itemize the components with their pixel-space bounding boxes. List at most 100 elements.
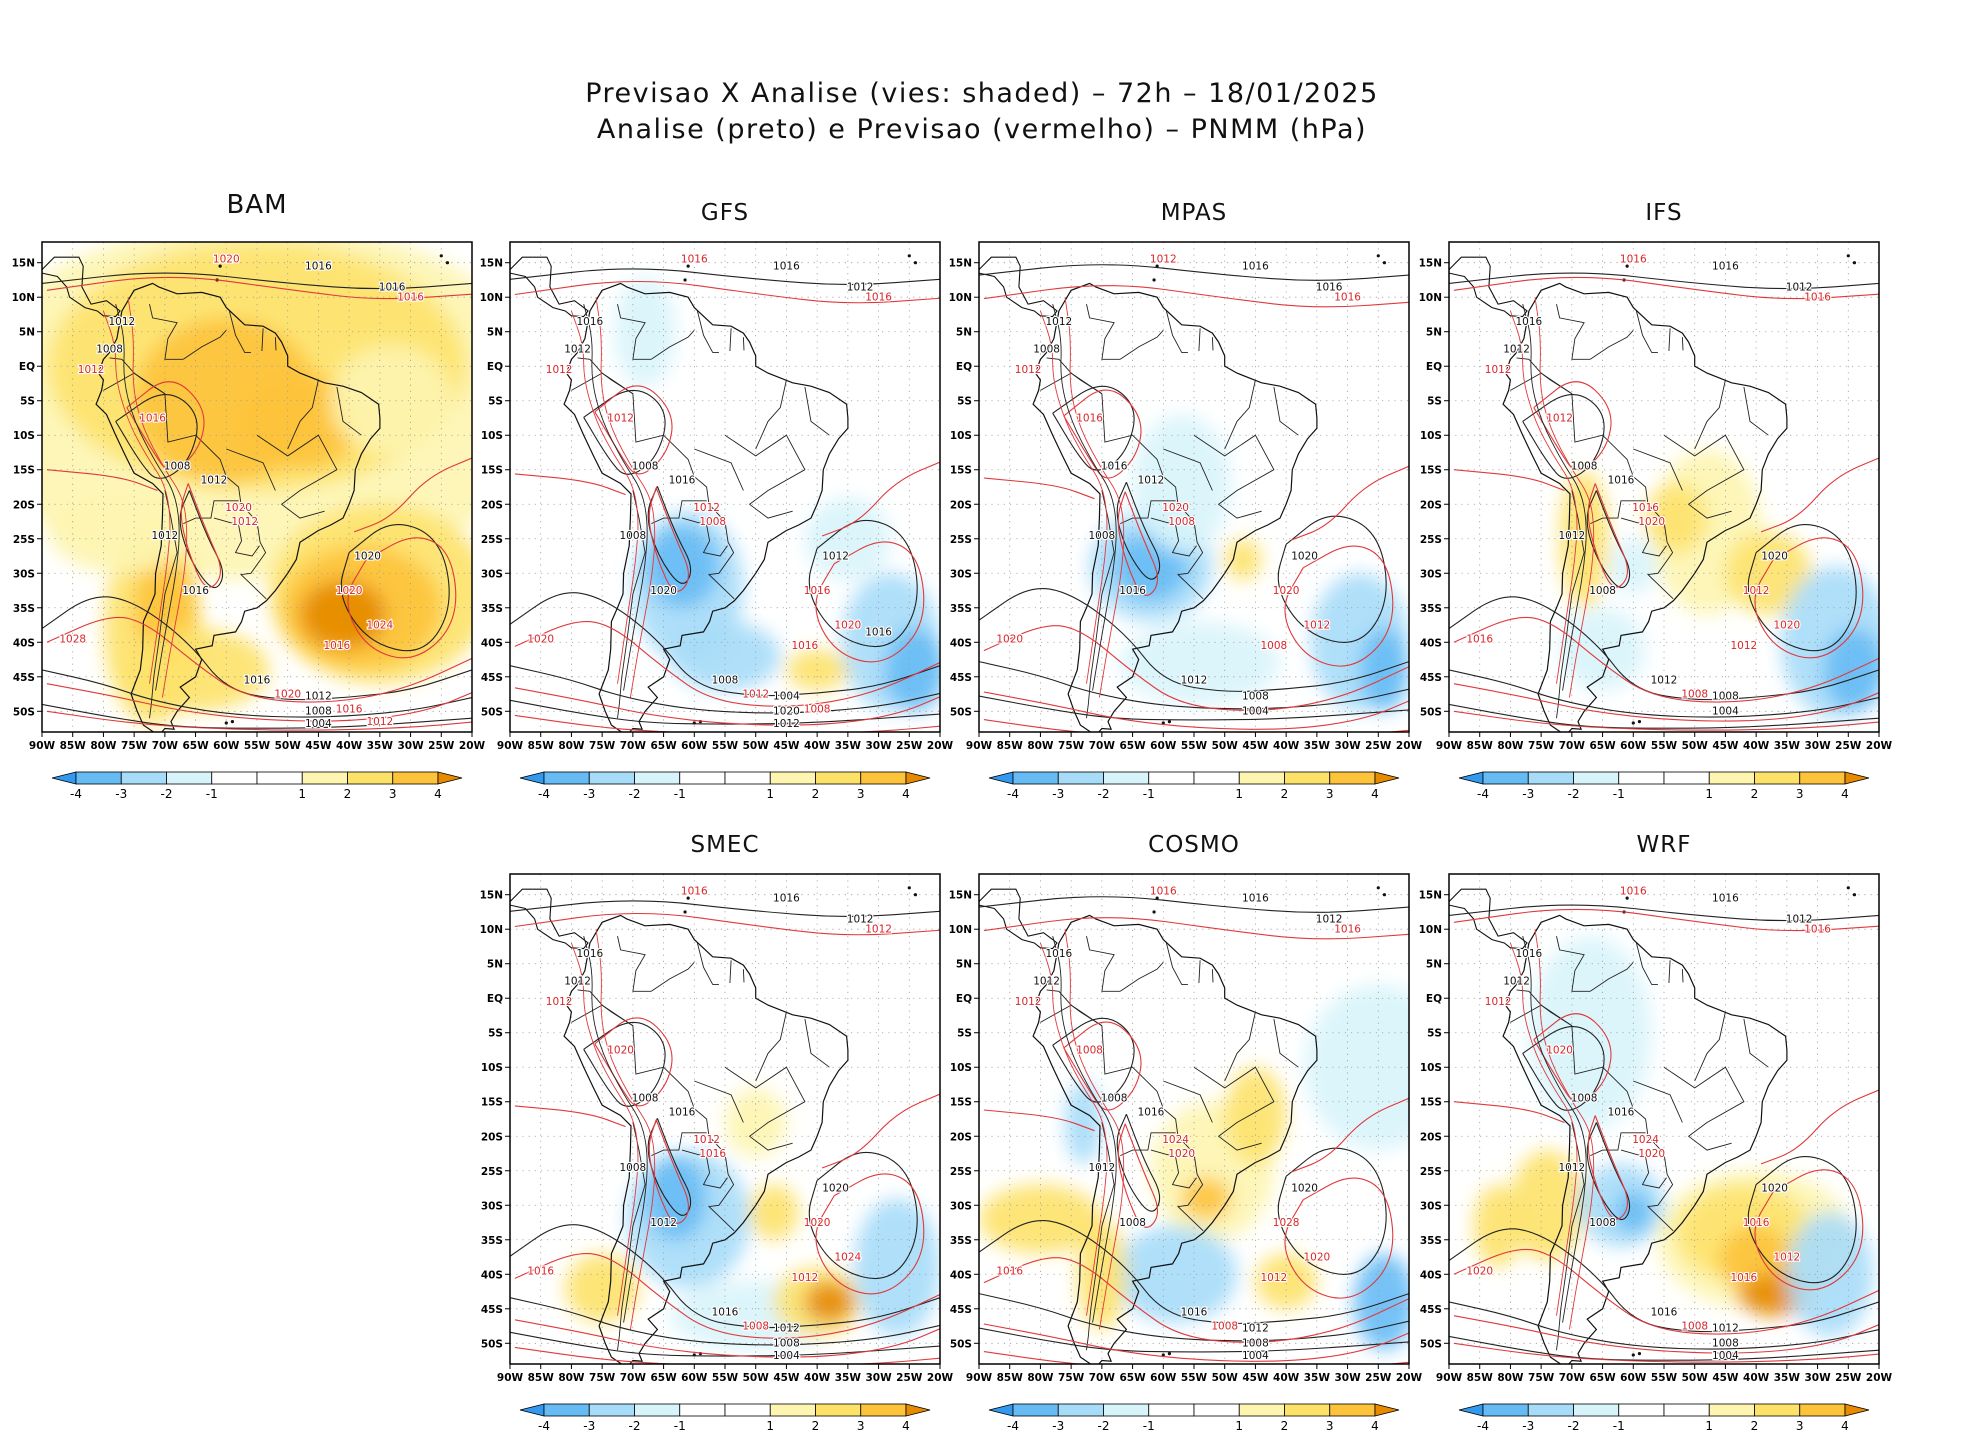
isobar-label-analysis: 1012 [773,718,800,730]
isobar-label-analysis: 1008 [1119,1217,1146,1229]
isobar-label-analysis: 1012 [1558,1162,1585,1174]
coastline-south-america [1032,914,1318,1364]
country-border [742,969,745,983]
country-border [1198,960,1201,984]
isobar-analysis [1586,1122,1631,1221]
lon-tick-label: 50W [1212,740,1239,752]
isobar-label-forecast: 1020 [1638,516,1665,528]
colorbar-tick-label: 3 [857,787,865,798]
lat-tick-label: 10N [480,292,503,304]
colorbar-segment [1103,1403,1150,1417]
colorbar-segment [1057,771,1104,785]
isobar-forecast [1284,545,1394,667]
isobar-label-analysis: 1016 [244,675,271,687]
isobar-analysis [1449,669,1879,718]
isobar-forecast [1453,276,1879,300]
map-plot: 1016101210161012100810161012100810201016… [1419,873,1893,1433]
colorbar-extend-high [1374,1403,1400,1417]
colorbar-segment [860,771,907,785]
country-border [1211,337,1214,351]
colorbar-segment [347,771,394,785]
lon-tick-label: 40W [1743,740,1770,752]
country-border [1120,961,1164,992]
lat-tick-label: 40S [1420,637,1442,649]
colorbar-extend-low [519,771,545,785]
isobar-forecast [821,461,940,537]
colorbar-tick-label: -4 [538,787,550,798]
isobar-forecast [1284,1177,1394,1299]
country-border [1590,961,1634,992]
country-border [1590,500,1646,525]
colorbar-segment [679,771,726,785]
isobar-label-forecast: 1016 [699,1148,726,1160]
bias-shade [330,345,454,456]
lat-tick-label: 30S [481,568,503,580]
lat-tick-label: 5N [487,959,503,971]
bias-shade [1353,1253,1409,1351]
isobar-forecast [347,537,457,659]
isobar-forecast [353,457,472,533]
lat-tick-label: 35S [1420,603,1442,615]
isobar-forecast [1453,683,1879,722]
lon-tick-label: 90W [966,740,993,752]
colorbar-segment [1238,771,1285,785]
isobar-label-analysis: 1012 [847,913,874,925]
country-border [601,1004,634,1027]
isobar-label-forecast: 1020 [607,1044,634,1056]
colorbar-tick-label: -3 [1052,1419,1064,1430]
lon-tick-label: 80W [1497,740,1524,752]
isobar-label-analysis: 1016 [1608,1107,1635,1119]
country-border [1046,989,1072,1006]
country-border [1224,1011,1256,1082]
country-border [1694,1011,1726,1082]
isobar-analysis [1052,1017,1135,1103]
colorbar-extend-low [988,771,1014,785]
isobar-label-forecast: 1012 [791,1272,818,1284]
country-border [1590,1132,1646,1157]
isobar-label-analysis: 1020 [354,550,381,562]
lon-tick-label: 75W [1058,1372,1085,1384]
country-border [571,372,735,600]
lon-tick-label: 35W [1774,1372,1801,1384]
isobar-label-analysis: 1016 [669,475,696,487]
colorbar-segment [211,771,258,785]
lon-tick-label: 85W [528,740,555,752]
lat-tick-label: 25S [1420,1166,1442,1178]
colorbar-tick-label: -2 [161,787,173,798]
lat-tick-label: 15N [480,890,503,902]
lon-tick-label: 60W [1620,1372,1647,1384]
isobar-analysis [583,1022,666,1107]
colorbar-tick-label: -4 [538,1419,550,1430]
isobar-label-analysis: 1004 [305,718,332,730]
lat-tick-label: 30S [950,568,972,580]
country-border [274,337,277,351]
isobar-label-analysis: 1008 [1571,1093,1598,1105]
lat-tick-label: 15S [13,465,35,477]
isobar-forecast [1453,1101,1565,1124]
country-border [1150,517,1197,557]
lon-tick-label: 30W [397,740,424,752]
isobar-label-forecast: 1012 [1015,996,1042,1008]
isobar-label-analysis: 1012 [1786,281,1813,293]
country-border [696,942,719,985]
isobar-label-forecast: 1016 [1804,924,1831,936]
lon-tick-label: 90W [1436,740,1463,752]
lon-tick-label: 50W [743,1372,770,1384]
lat-tick-label: 5N [956,327,972,339]
isobar-forecast [1760,457,1879,533]
colorbar-segment [1799,771,1846,785]
colorbar-tick-label: 1 [1235,787,1243,798]
country-border [742,337,745,351]
colorbar-segment [634,771,681,785]
isobar-label-analysis: 1020 [822,1182,849,1194]
isobar-label-analysis: 1016 [1138,1107,1165,1119]
isobar-label-forecast: 1016 [1334,924,1361,936]
isobar-label-forecast: 1016 [397,292,424,304]
panel-smec: SMEC 1016 1012 1016 1012 1008 1016 1008 1012 1020… [468,832,988,1433]
isobar-label-analysis: 1008 [1589,1217,1616,1229]
isobar-analysis [1586,490,1631,589]
lat-tick-label: EQ [19,361,35,373]
country-border [729,960,732,984]
isobar-label-analysis: 1008 [1088,530,1115,542]
bias-shade [1614,1191,1652,1233]
